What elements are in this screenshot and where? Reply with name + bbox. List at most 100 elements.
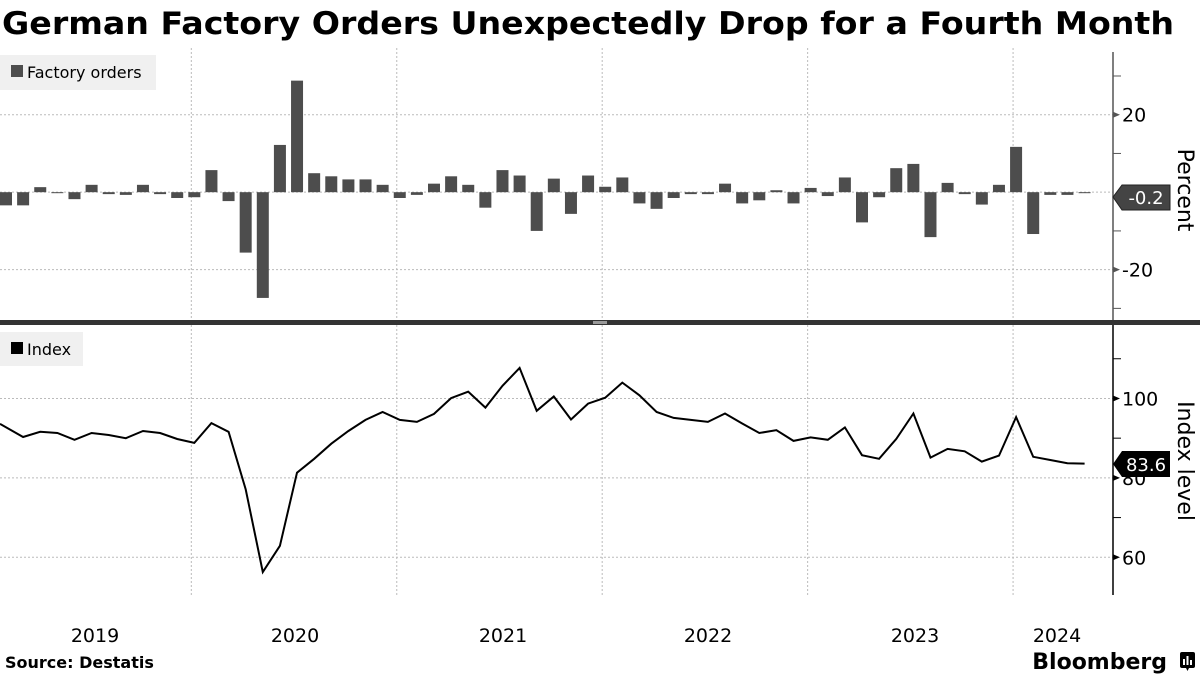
factory-orders-bar [873,192,886,198]
x-tick-2024: 2024 [1033,625,1081,647]
factory-orders-bar [736,192,749,204]
last-value-orders: -0.2 [1128,188,1163,209]
factory-orders-bar [992,184,1005,193]
y-tick-label: 60 [1122,547,1146,569]
factory-orders-bar [701,192,714,195]
factory-orders-bar [582,175,595,193]
legend-index: Index [0,332,83,366]
factory-orders-bar [856,192,868,223]
index-line-series [0,366,1085,575]
factory-orders-bar [342,179,355,193]
y-tick-label: 100 [1122,388,1158,410]
factory-orders-bar [291,80,304,193]
factory-orders-bar [1078,192,1091,194]
factory-orders-bar [770,190,783,193]
y-major-tick [1113,474,1120,481]
factory-orders-bar [616,177,629,193]
x-tick-2022: 2022 [684,625,732,647]
factory-orders-bar [1044,192,1057,195]
factory-orders-bar [890,168,903,193]
factory-orders-bar [547,178,560,193]
index-line [0,366,1085,575]
factory-orders-bar [838,177,851,193]
factory-orders-bar [136,184,149,193]
factory-orders-bar [787,192,800,204]
factory-orders-bar [393,192,406,198]
factory-orders-bar [941,182,954,193]
factory-orders-bar [513,175,526,193]
factory-orders-bar [376,184,389,193]
factory-orders-bar [1061,192,1074,195]
y-major-tick [1113,111,1120,118]
factory-orders-bar [445,176,458,193]
factory-orders-bar [222,192,235,202]
source-note: Source: Destatis [5,653,154,672]
factory-orders-bar [496,170,509,193]
factory-orders-bar [667,192,680,198]
factory-orders-bar [51,192,64,194]
x-tick-2020: 2020 [271,625,319,647]
last-value-label-orders: -0.2 [1112,184,1171,211]
legend-swatch-bar [11,65,23,77]
factory-orders-bar [924,192,937,238]
y-major-tick [1113,266,1120,273]
factory-orders-bar [171,192,184,198]
y-major-tick [1113,395,1120,402]
y-major-tick [1113,554,1120,561]
factory-orders-bar [428,183,440,193]
factory-orders-bar [599,186,612,193]
factory-orders-bar [821,192,834,197]
factory-orders-bar [564,192,577,214]
factory-orders-bar [308,173,321,193]
factory-orders-bar [530,192,543,231]
factory-orders-bar [410,192,423,195]
factory-orders-bar [650,192,663,209]
factory-orders-bar [188,192,201,198]
factory-orders-bar [239,192,252,253]
factory-orders-bar [34,187,47,193]
panel-resize-handle [593,321,607,324]
legend-factory-orders: Factory orders [0,55,156,90]
y-tick-label: -20 [1122,260,1153,282]
factory-orders-bars [0,80,1091,298]
factory-orders-bar [359,179,372,193]
bottom-panel-grid [0,325,1113,595]
legend-swatch-line [11,342,23,354]
factory-orders-bar [85,184,98,193]
legend-label-index: Index [27,340,71,359]
bloomberg-chart-icon [1180,652,1195,671]
factory-orders-bar [958,192,971,195]
factory-orders-bar [633,192,646,204]
x-tick-2021: 2021 [479,625,527,647]
factory-orders-bar [68,192,81,200]
factory-orders-bar [753,192,766,201]
factory-orders-bar [154,192,167,195]
factory-orders-bar [975,192,988,205]
factory-orders-bar [17,192,30,206]
x-tick-2023: 2023 [891,625,939,647]
y-tick-label: 20 [1122,105,1146,127]
factory-orders-bar [462,184,475,193]
factory-orders-bar [119,192,132,195]
factory-orders-bar [0,192,12,206]
factory-orders-bar [479,192,492,208]
factory-orders-bar [804,187,817,193]
y-axis-label-percent: Percent [1172,149,1197,232]
factory-orders-bar [1010,146,1023,193]
last-value-label-index: 83.6 [1113,451,1170,477]
factory-orders-bar [325,176,338,193]
factory-orders-bar [907,163,920,193]
factory-orders-bar [205,170,218,193]
factory-orders-bar [1027,192,1040,235]
factory-orders-bar [684,192,697,195]
factory-orders-bar [102,192,115,195]
last-value-index: 83.6 [1126,455,1166,476]
factory-orders-bar [256,192,269,298]
factory-orders-bar [273,144,286,193]
x-tick-2019: 2019 [71,625,119,647]
bloomberg-logo: Bloomberg [1032,650,1167,675]
chart-title: German Factory Orders Unexpectedly Drop … [2,6,1174,42]
y-axis-label-index-level: Index level [1172,401,1197,521]
legend-label-factory-orders: Factory orders [27,63,142,82]
